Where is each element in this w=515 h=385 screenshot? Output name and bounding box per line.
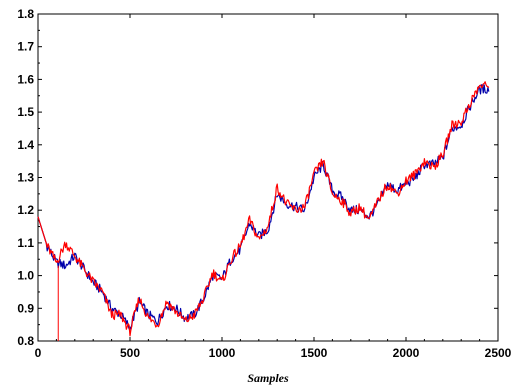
y-tick-label: 1.6 bbox=[17, 72, 34, 86]
x-tick-label: 2000 bbox=[393, 346, 420, 360]
y-axis: 0.8 0.9 1.0 1.1 1.2 1.3 1.4 1.5 1.6 1.7 1.8 bbox=[17, 7, 498, 348]
y-tick-label: 1.8 bbox=[17, 7, 34, 21]
y-tick-label: 0.8 bbox=[17, 334, 34, 348]
x-tick-label: 1000 bbox=[209, 346, 236, 360]
x-axis: 0 500 1000 1500 2000 2500 bbox=[35, 14, 512, 360]
y-tick-label: 1.4 bbox=[17, 138, 34, 152]
y-tick-label: 0.9 bbox=[17, 301, 34, 315]
series-line-1 bbox=[37, 84, 490, 331]
plot-frame bbox=[37, 13, 499, 342]
x-tick-label: 1500 bbox=[301, 346, 328, 360]
y-tick-label: 1.2 bbox=[17, 203, 34, 217]
x-tick-label: 500 bbox=[120, 346, 140, 360]
y-tick-label: 1.5 bbox=[17, 105, 34, 119]
x-axis-title: Samples bbox=[247, 371, 289, 385]
y-tick-label: 1.0 bbox=[17, 269, 34, 283]
x-tick-label: 2500 bbox=[485, 346, 512, 360]
series-layer bbox=[37, 81, 490, 341]
series-line-2 bbox=[37, 81, 490, 337]
y-tick-label: 1.7 bbox=[17, 40, 34, 54]
x-tick-label: 0 bbox=[35, 346, 42, 360]
y-tick-label: 1.1 bbox=[17, 236, 34, 250]
y-tick-label: 1.3 bbox=[17, 171, 34, 185]
